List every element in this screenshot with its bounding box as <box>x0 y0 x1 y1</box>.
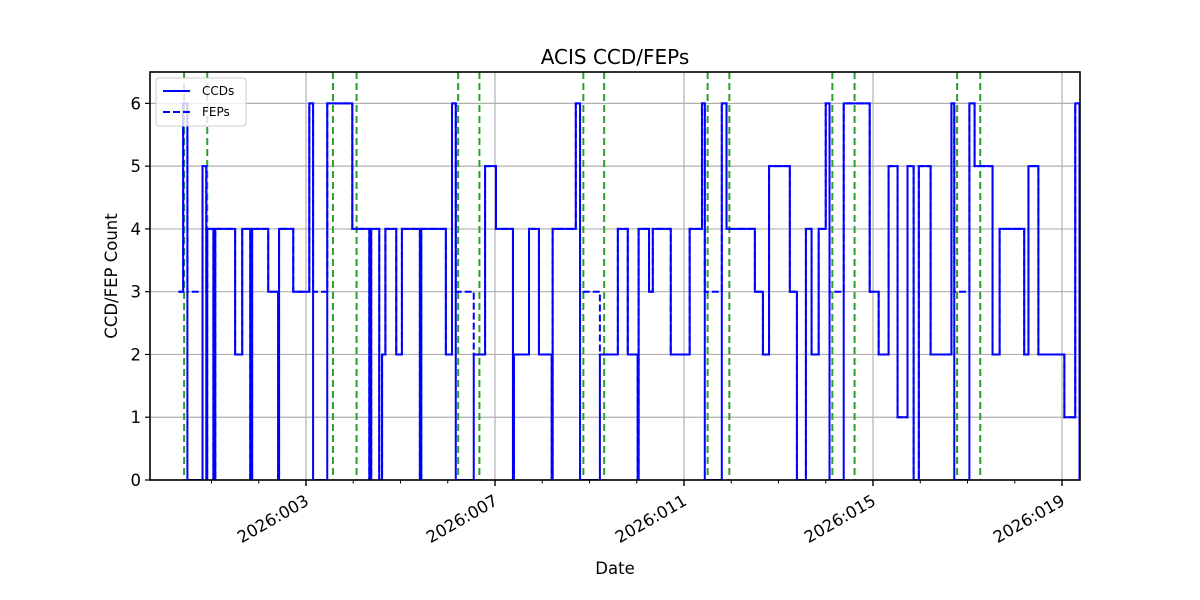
y-tick-label: 3 <box>131 283 142 302</box>
x-axis-label: Date <box>595 559 634 578</box>
y-tick-label: 2 <box>131 345 142 364</box>
y-tick-label: 0 <box>131 471 142 490</box>
y-tick-label: 1 <box>131 408 142 427</box>
series-lines <box>178 102 1080 480</box>
plot-frame <box>149 71 1081 481</box>
legend-feps-label: FEPs <box>202 105 230 119</box>
y-tick-label: 6 <box>131 94 142 113</box>
y-axis-label: CCD/FEP Count <box>102 213 121 339</box>
y-tick-label: 5 <box>131 157 142 176</box>
legend-ccds-label: CCDs <box>202 84 234 98</box>
y-tick-label: 4 <box>131 220 142 239</box>
legend: CCDs FEPs <box>155 77 247 127</box>
chart-title: ACIS CCD/FEPs <box>541 45 690 69</box>
feps-line <box>178 102 1080 480</box>
y-axis: 0 1 2 3 4 5 6 <box>131 94 150 490</box>
event-markers <box>183 72 982 480</box>
